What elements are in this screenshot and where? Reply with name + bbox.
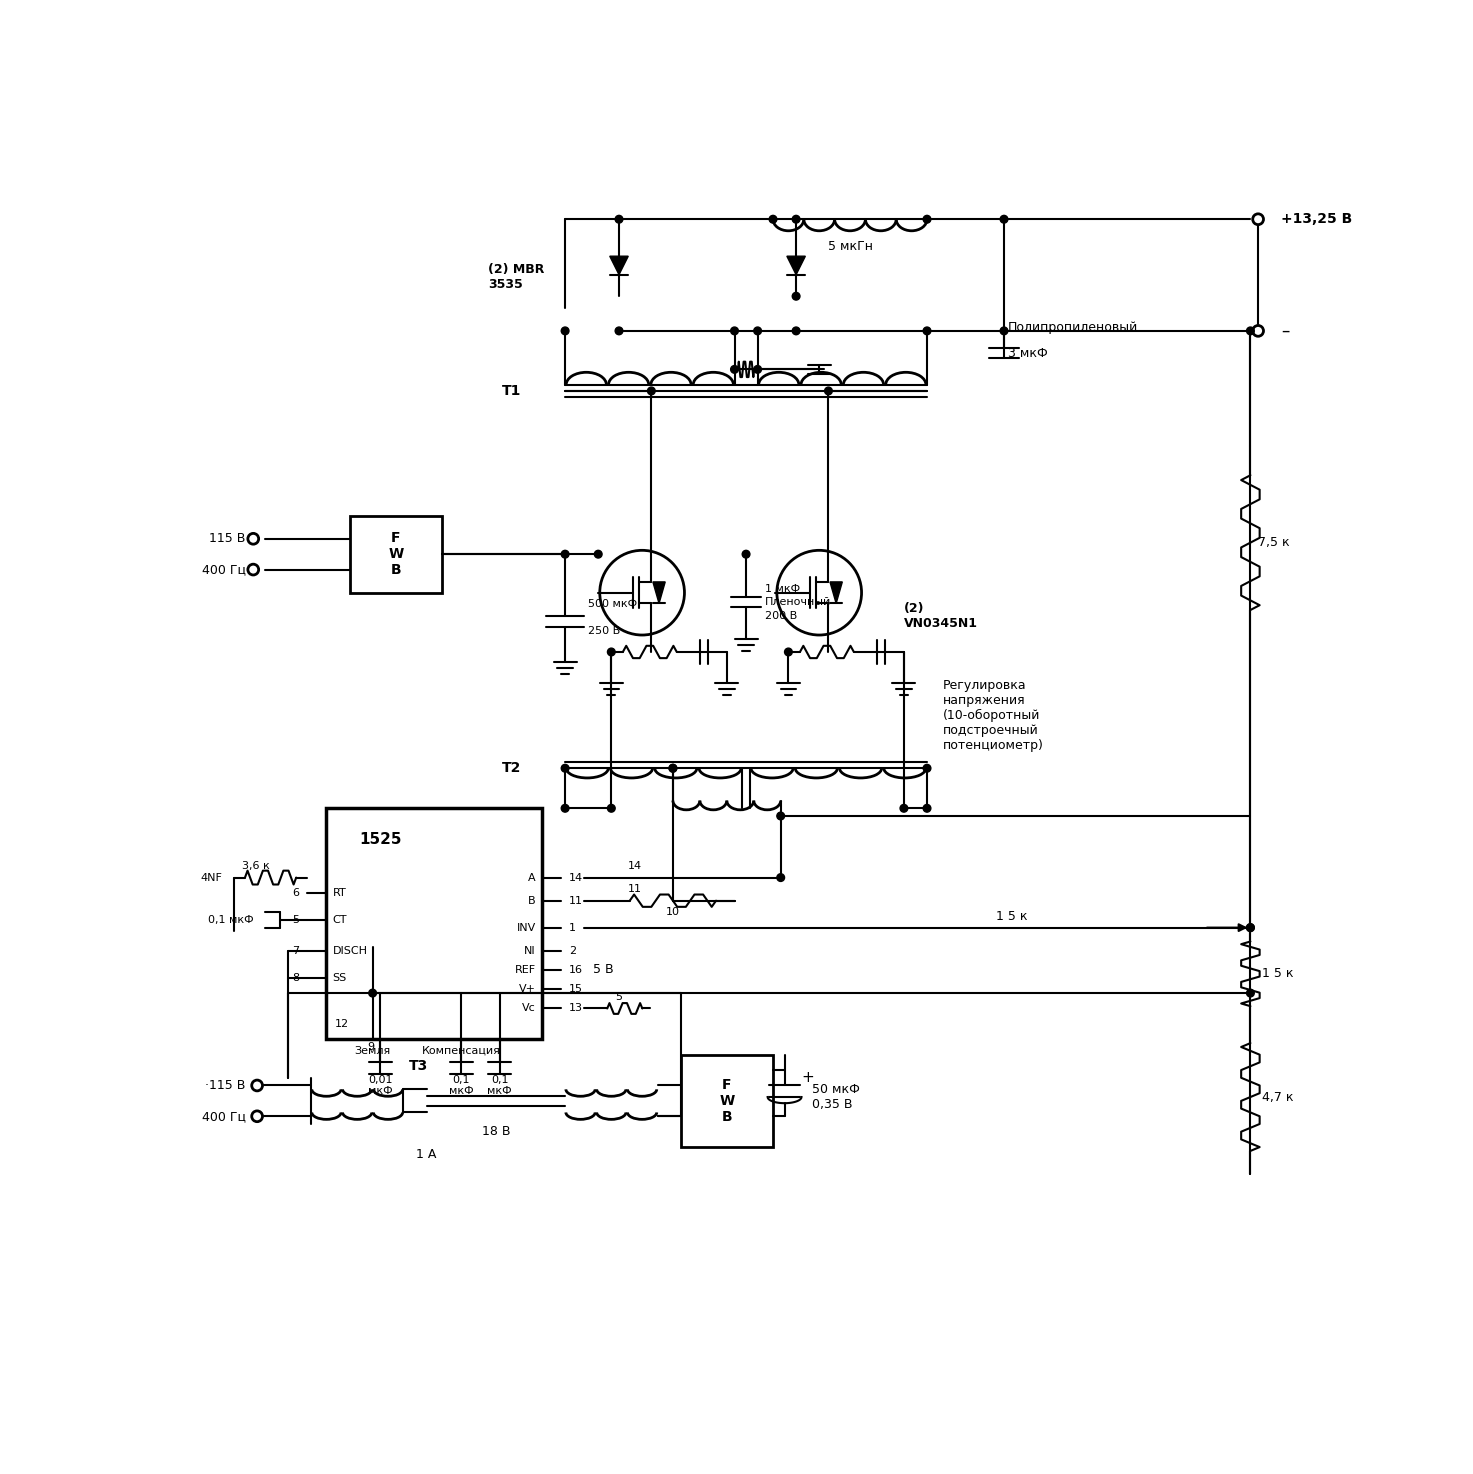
Circle shape: [776, 812, 785, 820]
Circle shape: [1252, 326, 1264, 336]
Text: 1 мкФ: 1 мкФ: [766, 584, 800, 594]
Text: 5: 5: [293, 915, 299, 924]
Circle shape: [1246, 989, 1254, 996]
Circle shape: [1252, 214, 1264, 224]
Text: 500 мкФ: 500 мкФ: [588, 600, 638, 609]
Circle shape: [561, 765, 569, 772]
Text: (2)
VN0345N1: (2) VN0345N1: [904, 601, 978, 629]
Circle shape: [754, 366, 762, 373]
Text: 14: 14: [627, 861, 641, 871]
Circle shape: [731, 327, 738, 335]
Circle shape: [669, 765, 676, 772]
Circle shape: [561, 805, 569, 812]
Text: ·115 В: ·115 В: [205, 1079, 246, 1092]
Text: B: B: [529, 896, 536, 905]
Text: 10: 10: [666, 907, 681, 917]
Circle shape: [669, 765, 676, 772]
Text: 1 А: 1 А: [417, 1148, 436, 1162]
Text: 2: 2: [569, 946, 576, 955]
Text: 3,6 к: 3,6 к: [242, 861, 270, 871]
Text: 200 В: 200 В: [766, 610, 797, 621]
Text: 16: 16: [569, 965, 583, 974]
Circle shape: [731, 366, 738, 373]
Text: 12: 12: [334, 1019, 349, 1029]
Circle shape: [1246, 924, 1254, 932]
Text: 0,1
мкФ: 0,1 мкФ: [449, 1075, 473, 1097]
Text: 4NF: 4NF: [200, 873, 222, 883]
Circle shape: [252, 1111, 262, 1122]
Polygon shape: [787, 256, 806, 274]
Text: T2: T2: [501, 761, 521, 775]
Text: 4,7 к: 4,7 к: [1261, 1091, 1293, 1104]
Text: Vc: Vc: [521, 1004, 536, 1014]
Circle shape: [607, 649, 616, 656]
Text: F
W
B: F W B: [387, 531, 404, 578]
Text: F
W
B: F W B: [719, 1077, 735, 1125]
Circle shape: [754, 327, 762, 335]
Circle shape: [924, 215, 931, 223]
Text: 5: 5: [616, 992, 623, 1002]
Text: 18 В: 18 В: [482, 1125, 510, 1138]
Circle shape: [616, 215, 623, 223]
Text: INV: INV: [517, 923, 536, 933]
Circle shape: [924, 805, 931, 812]
Circle shape: [252, 1080, 262, 1091]
Text: Полипропиленовый: Полипропиленовый: [1008, 320, 1139, 333]
Circle shape: [742, 550, 750, 559]
Circle shape: [825, 388, 832, 395]
Text: 50 мкФ
0,35 В: 50 мкФ 0,35 В: [812, 1083, 859, 1111]
Text: SS: SS: [333, 973, 346, 983]
Text: T3: T3: [409, 1060, 429, 1073]
Text: 0,01
мкФ: 0,01 мкФ: [368, 1075, 393, 1097]
Text: T1: T1: [501, 383, 521, 398]
Text: 0,1
мкФ: 0,1 мкФ: [488, 1075, 513, 1097]
Circle shape: [1246, 924, 1254, 932]
Circle shape: [247, 565, 259, 575]
Circle shape: [776, 874, 785, 881]
Text: 11: 11: [569, 896, 583, 905]
Circle shape: [368, 989, 377, 996]
Text: 1: 1: [569, 923, 576, 933]
Text: Регулировка
напряжения
(10-оборотный
подстроечный
потенциометр): Регулировка напряжения (10-оборотный под…: [943, 680, 1043, 752]
Text: 7,5 к: 7,5 к: [1258, 537, 1289, 550]
Text: 1 5 к: 1 5 к: [1261, 967, 1293, 980]
Bar: [349, 516, 442, 593]
Text: 7: 7: [292, 946, 299, 955]
Text: 11: 11: [627, 884, 641, 895]
Circle shape: [616, 327, 623, 335]
Text: (2) МВR
3535: (2) МВR 3535: [488, 262, 545, 290]
Text: 0,1 мкФ: 0,1 мкФ: [208, 915, 253, 924]
Circle shape: [792, 215, 800, 223]
Bar: [681, 1055, 773, 1147]
Text: RT: RT: [333, 887, 346, 898]
Circle shape: [792, 292, 800, 301]
Bar: [327, 808, 542, 1039]
Text: 14: 14: [569, 873, 583, 883]
Text: DISCH: DISCH: [333, 946, 368, 955]
Text: 400 Гц: 400 Гц: [202, 563, 246, 576]
Circle shape: [607, 805, 616, 812]
Circle shape: [769, 215, 776, 223]
Text: 13: 13: [569, 1004, 583, 1014]
Circle shape: [924, 327, 931, 335]
Text: Земля: Земля: [355, 1047, 390, 1055]
Circle shape: [900, 805, 907, 812]
Circle shape: [561, 327, 569, 335]
Text: Пленочный: Пленочный: [766, 597, 832, 607]
Circle shape: [1000, 327, 1008, 335]
Circle shape: [924, 765, 931, 772]
Circle shape: [792, 327, 800, 335]
Circle shape: [648, 388, 655, 395]
Text: NI: NI: [524, 946, 536, 955]
Circle shape: [595, 550, 602, 559]
Text: +: +: [801, 1070, 815, 1085]
Text: –: –: [1282, 321, 1289, 340]
Text: CT: CT: [333, 915, 348, 924]
Polygon shape: [829, 582, 843, 603]
Text: 5 мкГн: 5 мкГн: [828, 240, 872, 252]
Circle shape: [247, 534, 259, 544]
Circle shape: [561, 550, 569, 559]
Text: 115 В: 115 В: [209, 532, 246, 545]
Text: A: A: [529, 873, 536, 883]
Text: 15: 15: [569, 985, 583, 995]
